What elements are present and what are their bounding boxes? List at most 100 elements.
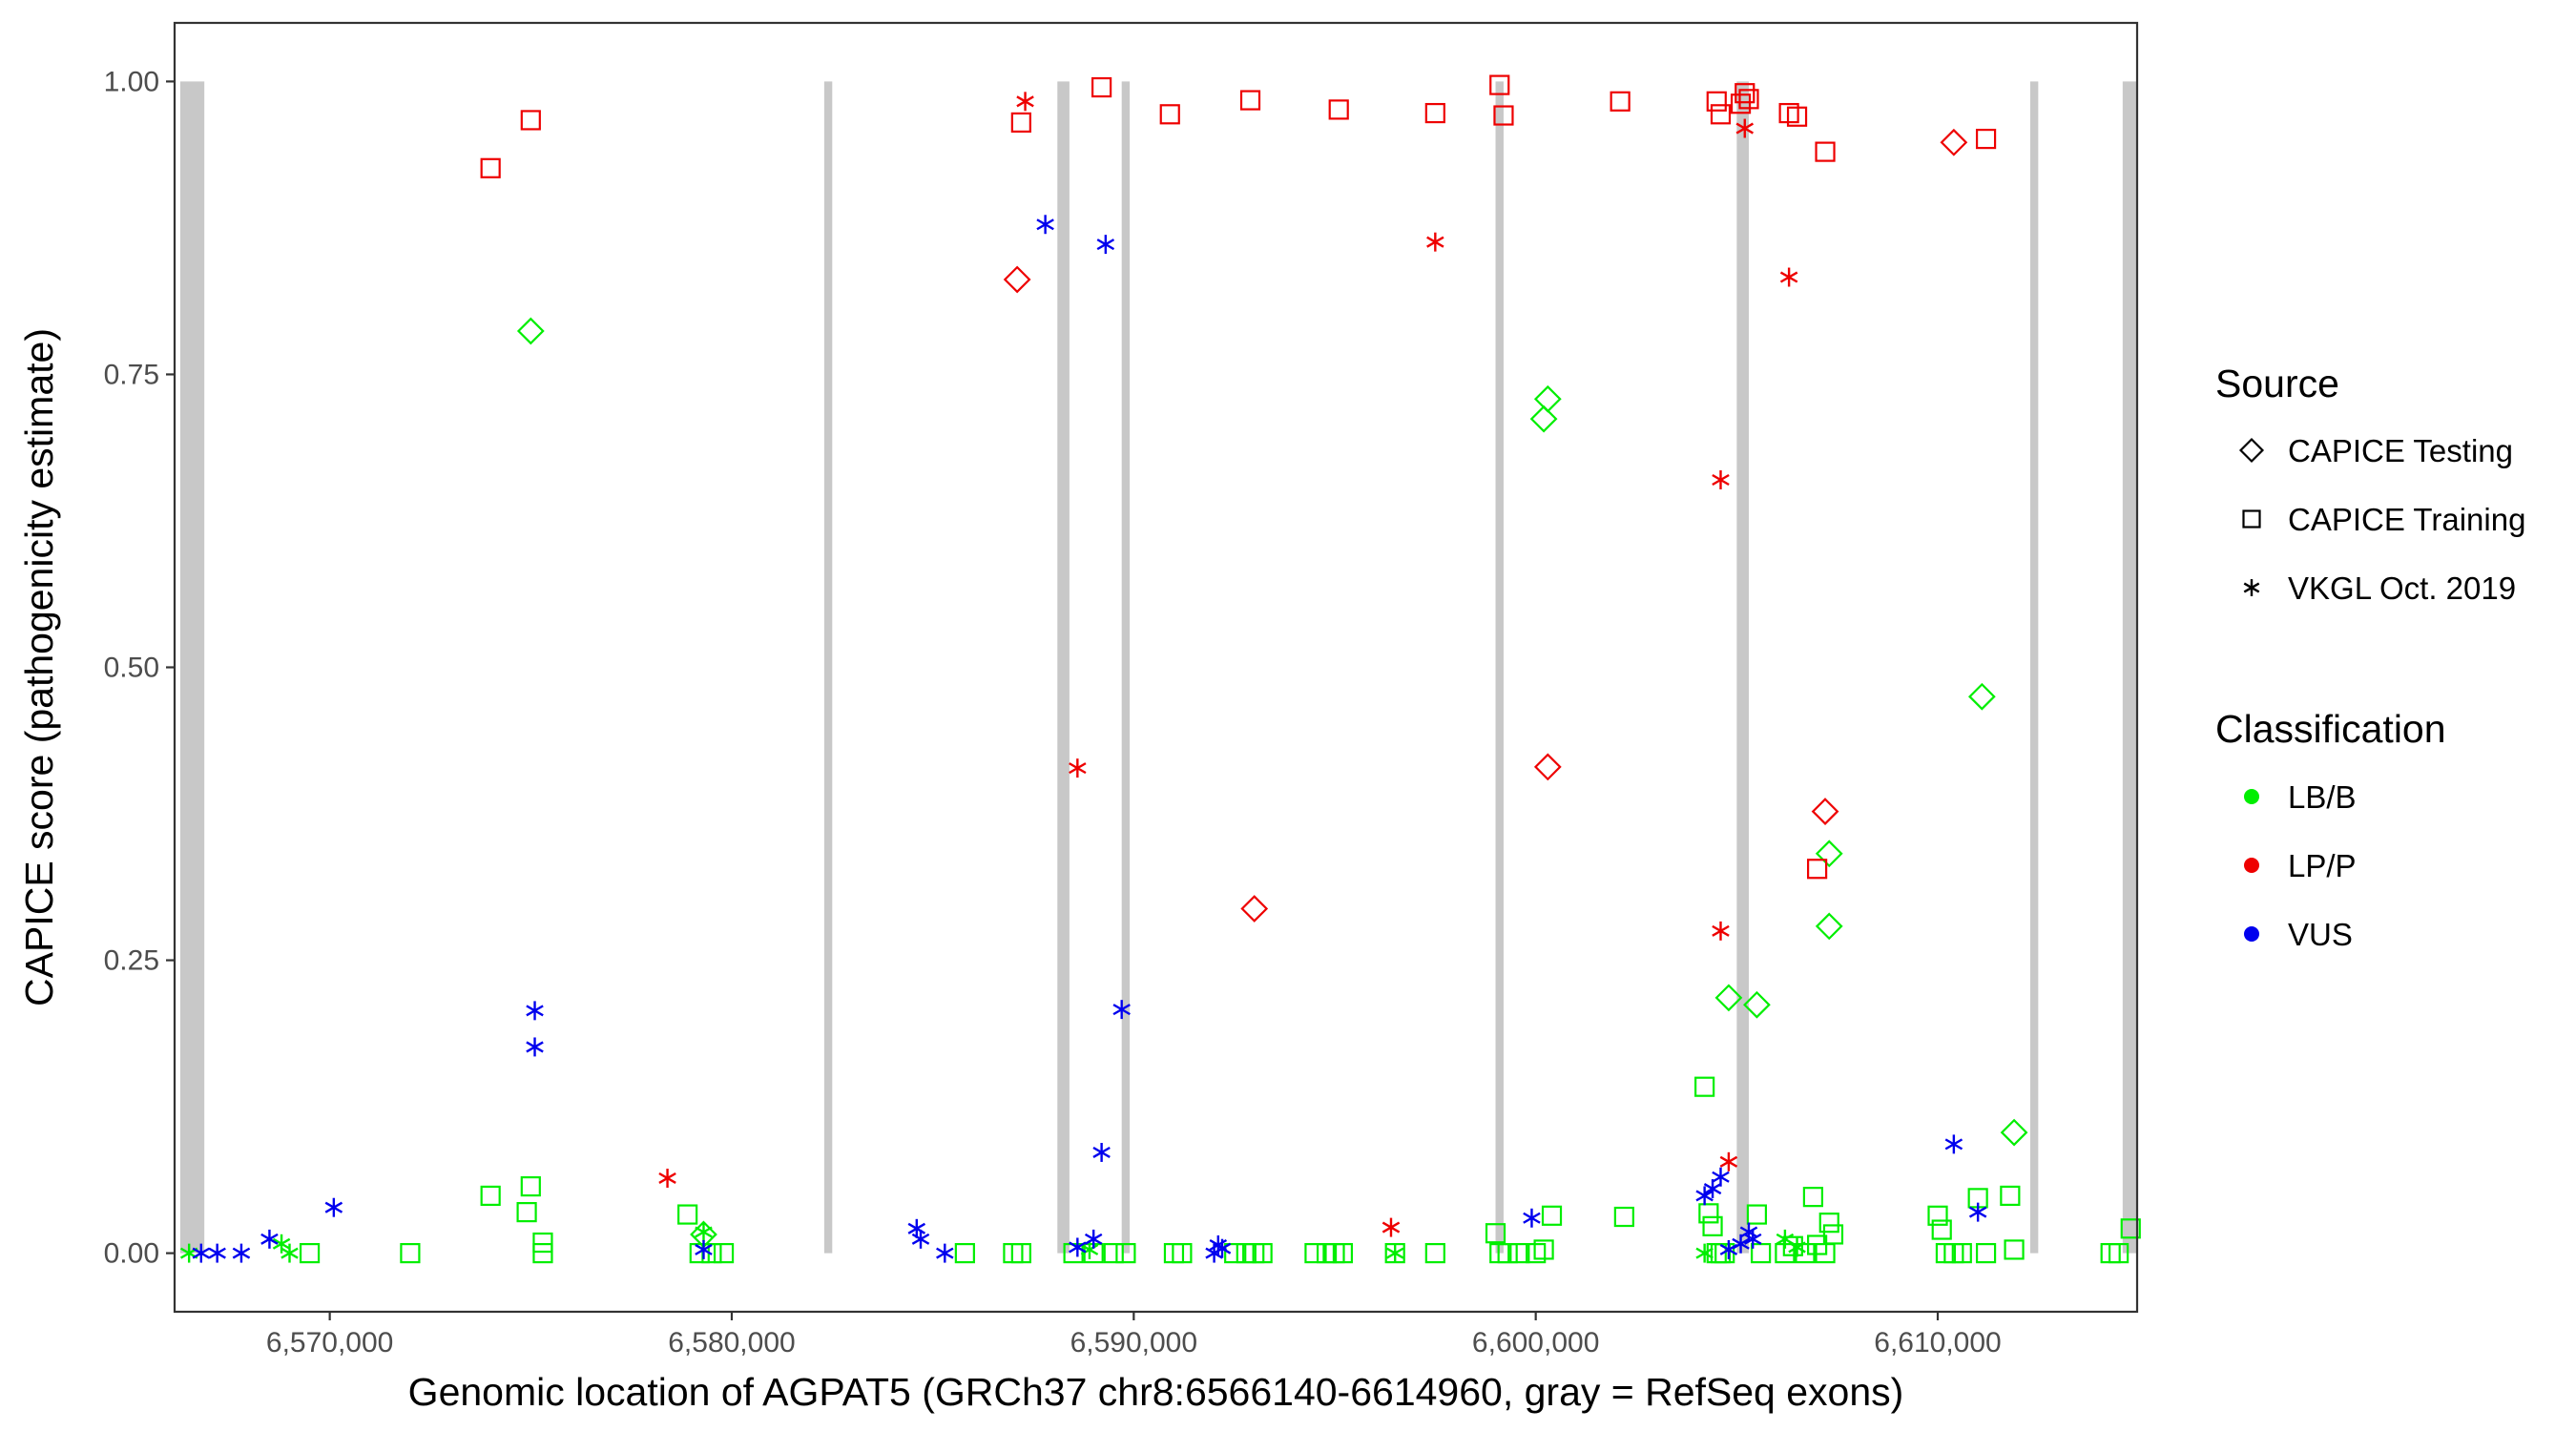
legend-key-classification [2244, 858, 2259, 873]
data-point [1533, 753, 1562, 781]
legend-key-source [2243, 579, 2260, 596]
data-point [1091, 76, 1112, 98]
data-point [1739, 1222, 1758, 1242]
data-point [1239, 90, 1261, 111]
data-point [2004, 1239, 2025, 1260]
exon-band [823, 81, 833, 1254]
data-point [1710, 104, 1732, 125]
legend-key-classification [2244, 926, 2259, 942]
data-point [516, 1202, 537, 1223]
y-tick-label: 0.25 [104, 945, 159, 977]
data-point [1968, 1202, 1987, 1222]
y-tick-label: 0.50 [104, 653, 159, 684]
data-point [1172, 1242, 1193, 1264]
data-point [1096, 235, 1115, 255]
data-point [713, 1242, 735, 1264]
data-point [907, 1218, 926, 1238]
data-point [1712, 470, 1730, 489]
data-point [1779, 267, 1798, 287]
data-point [1541, 1205, 1563, 1226]
data-point [1485, 1223, 1506, 1244]
data-point [1016, 92, 1034, 112]
data-point [520, 110, 541, 131]
data-point [1712, 1167, 1730, 1187]
data-point [2000, 1185, 2021, 1207]
data-point [695, 1222, 713, 1242]
data-point [2109, 1242, 2129, 1264]
data-point [1112, 1000, 1131, 1020]
data-point [1003, 265, 1031, 294]
exon-band [1121, 81, 1131, 1254]
data-point [1712, 921, 1730, 941]
data-point [658, 1169, 676, 1188]
data-point [1694, 1076, 1715, 1097]
data-point [2120, 1218, 2141, 1239]
data-point [1523, 1208, 1541, 1228]
legend-label-classification: LB/B [2288, 779, 2357, 815]
data-point [208, 1243, 226, 1263]
data-point [1080, 1239, 1099, 1259]
data-point [2000, 1118, 2028, 1147]
data-point [911, 1229, 930, 1249]
exon-bands [179, 81, 2137, 1254]
data-point [400, 1242, 421, 1264]
data-point [1489, 74, 1510, 95]
data-point [695, 1239, 713, 1259]
data-point [1788, 1237, 1806, 1257]
data-point [1385, 1243, 1404, 1263]
data-point [1743, 990, 1771, 1019]
data-point [1931, 1219, 1952, 1240]
data-point [1103, 1242, 1124, 1264]
data-point [1815, 912, 1843, 941]
data-point [1332, 1242, 1354, 1264]
data-point [1533, 384, 1562, 413]
data-point [1786, 106, 1808, 127]
data-point [1975, 1242, 1997, 1264]
data-point [1815, 141, 1836, 162]
data-point [1967, 682, 1996, 711]
legend-key-source [2242, 509, 2261, 529]
y-tick-label: 0.00 [104, 1238, 159, 1270]
data-point [1010, 112, 1031, 133]
exon-band [2029, 81, 2039, 1254]
data-point [1240, 895, 1269, 923]
data-point [1703, 1179, 1722, 1199]
data-point [1328, 99, 1349, 120]
data-point [1698, 1203, 1719, 1224]
data-point [1036, 215, 1054, 235]
data-point [1224, 1242, 1245, 1264]
data-points [179, 74, 2141, 1264]
data-point [192, 1243, 211, 1263]
data-point [1951, 1242, 1972, 1264]
data-point [1424, 102, 1445, 124]
data-point [532, 1232, 553, 1254]
x-tick-label: 6,590,000 [1070, 1327, 1197, 1358]
data-point [1940, 128, 1968, 156]
exon-band [1057, 81, 1070, 1254]
data-point [1719, 1151, 1738, 1172]
data-point [1115, 1242, 1136, 1264]
data-point [1381, 1217, 1401, 1237]
data-point [1811, 798, 1839, 825]
axes: 6,570,000 6,580,000 6,590,000 6,600,000 6,61… [104, 66, 2002, 1358]
data-point [1613, 1206, 1634, 1228]
data-point [232, 1243, 251, 1263]
data-point [1213, 1238, 1232, 1258]
data-point [1426, 232, 1444, 252]
data-point [1975, 128, 1997, 150]
data-point [1069, 758, 1087, 778]
y-tick-label: 1.00 [104, 66, 159, 97]
data-point [954, 1242, 975, 1264]
data-point [480, 157, 501, 178]
data-point [1714, 984, 1743, 1012]
data-point [1695, 1243, 1714, 1263]
data-point [1927, 1205, 1948, 1226]
data-point [1746, 1204, 1768, 1225]
data-point [1252, 1242, 1273, 1264]
x-tick-label: 6,600,000 [1472, 1327, 1599, 1358]
data-point [526, 1001, 544, 1021]
data-point [299, 1242, 321, 1264]
data-point [280, 1243, 299, 1263]
